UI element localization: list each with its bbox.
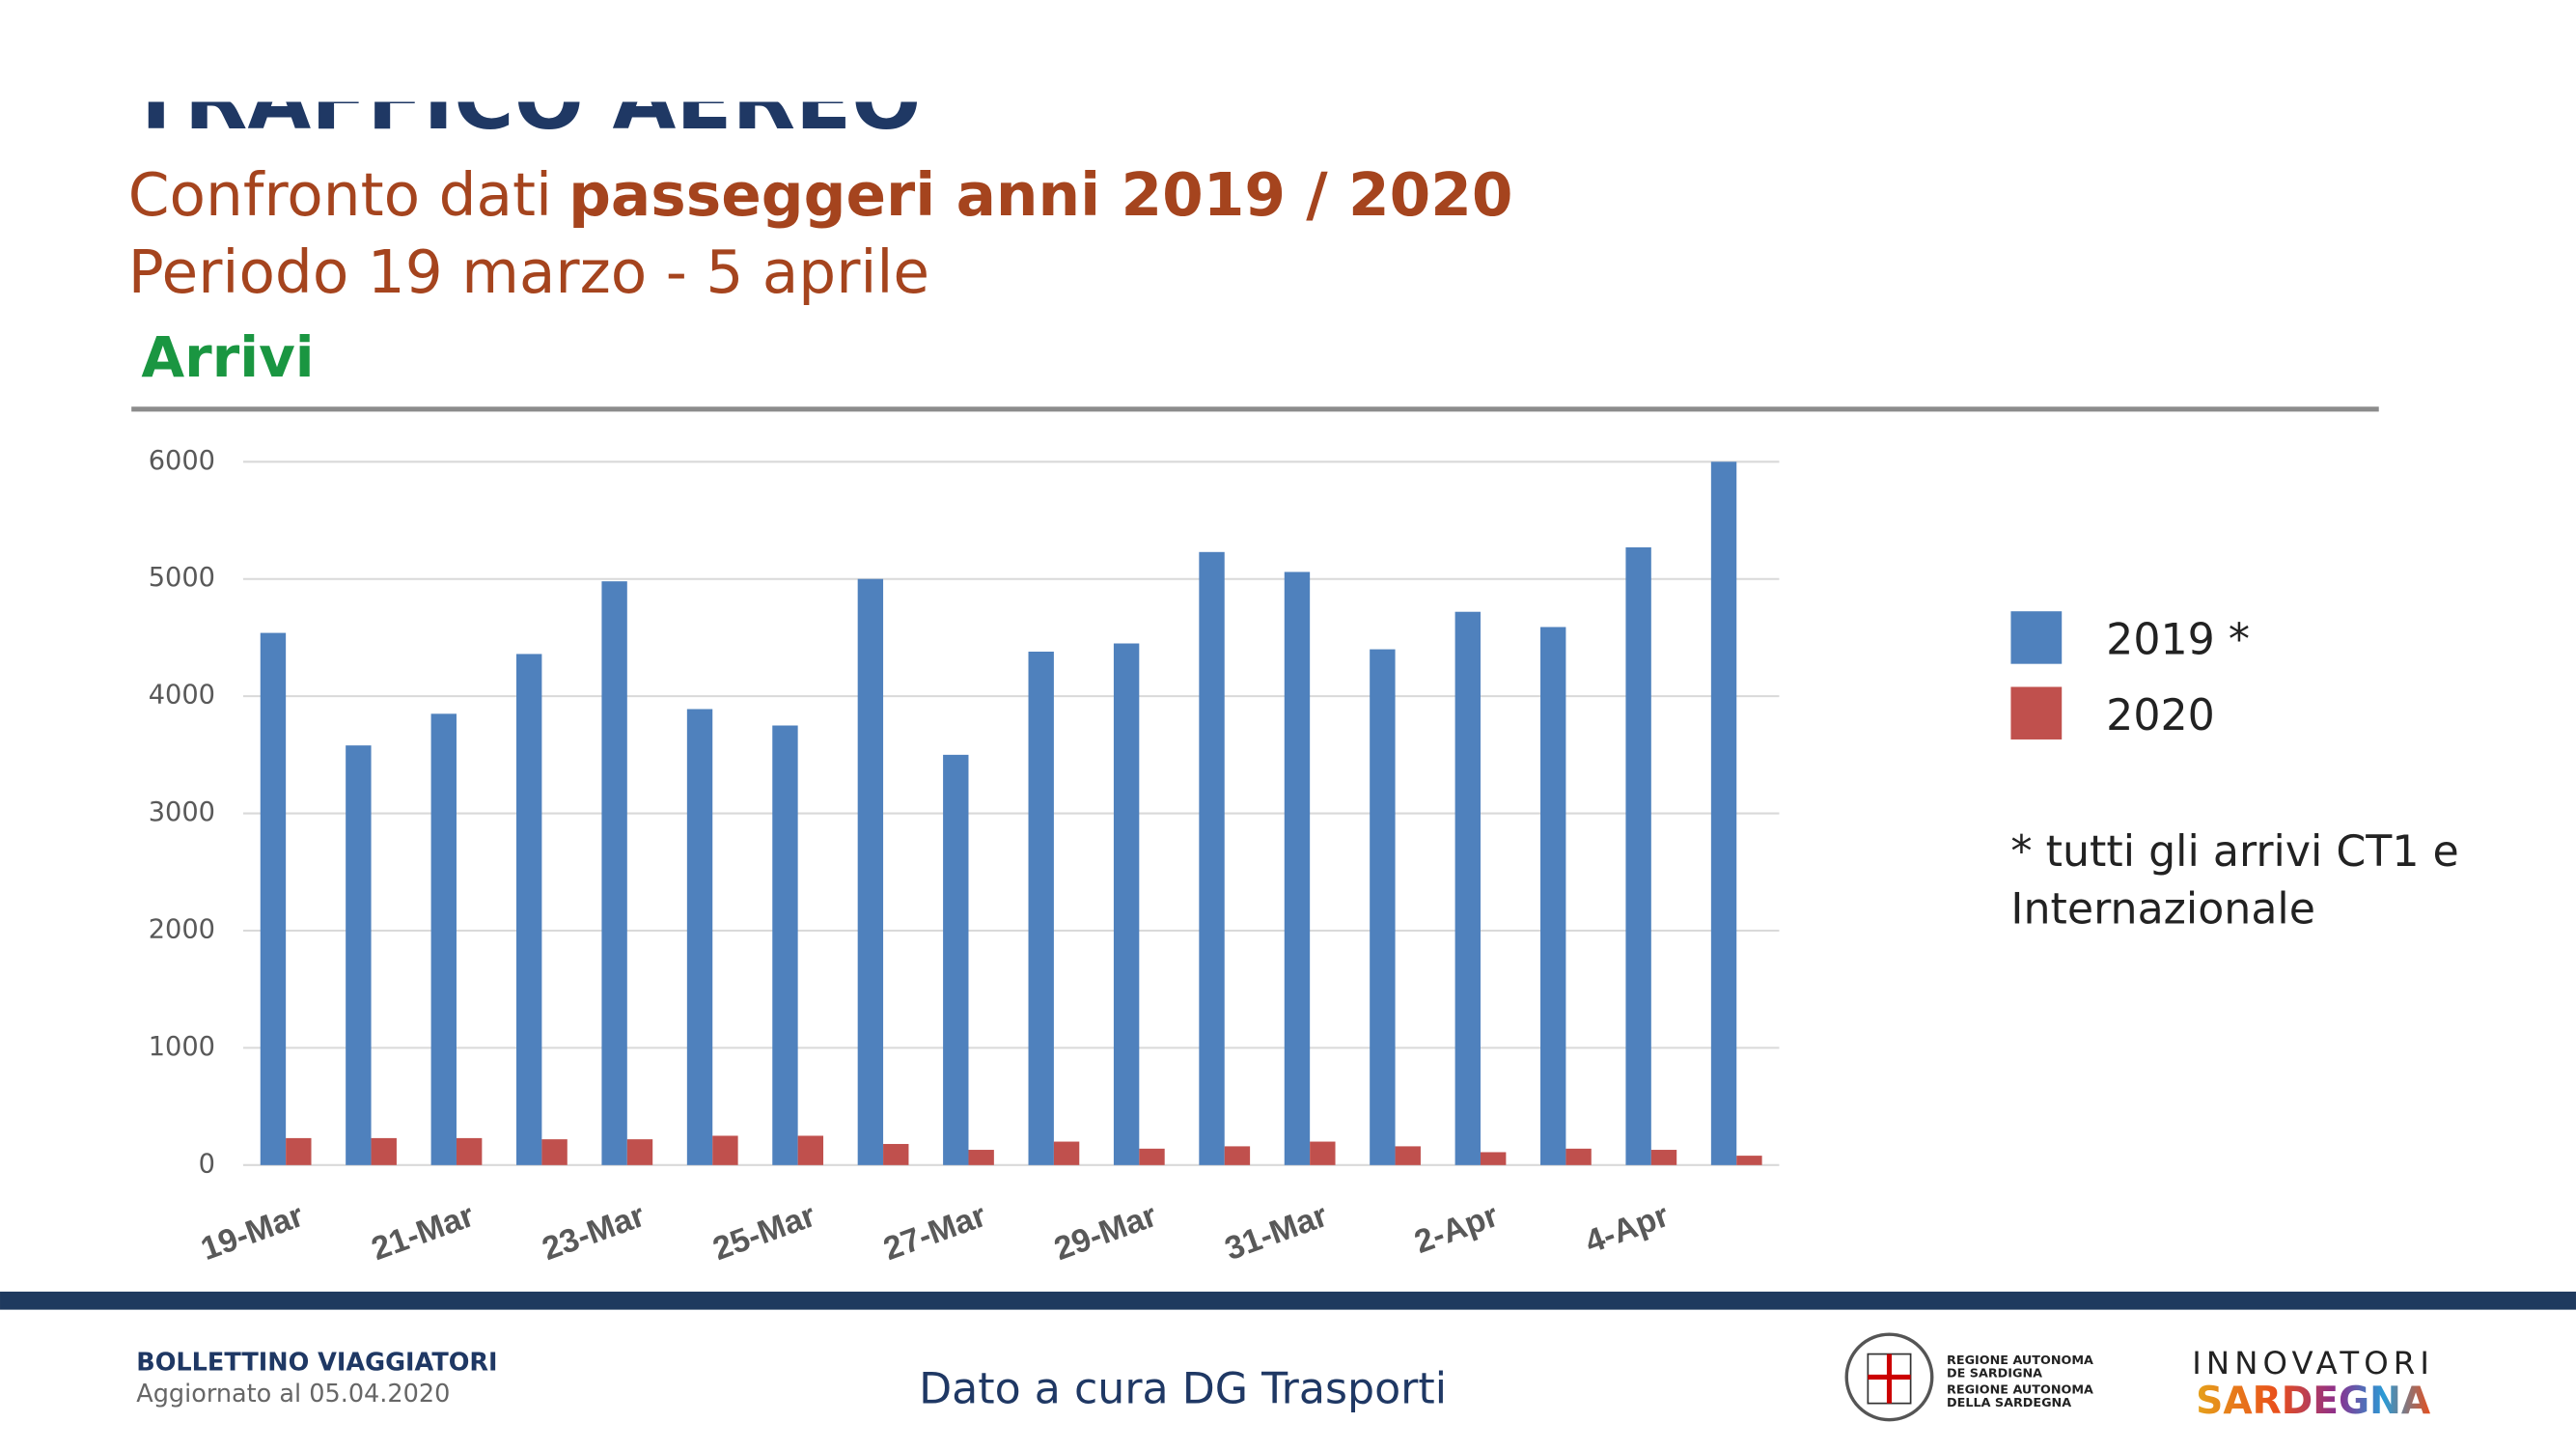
bar: [857, 578, 884, 1165]
bulletin: BOLLETTINO VIAGGIATORI: [136, 1349, 497, 1378]
bar: [1224, 1146, 1251, 1165]
period: Periodo 19 marzo - 5 aprile: [128, 238, 929, 307]
y-tick-label: 0: [199, 1149, 215, 1179]
bar: [260, 632, 287, 1165]
bar: [1199, 551, 1225, 1165]
bar: [1139, 1148, 1165, 1165]
bar: [601, 581, 627, 1165]
note: Internazionale: [2010, 885, 2315, 935]
bar: [541, 1139, 568, 1165]
brand-top: INNOVATORI: [2192, 1345, 2434, 1381]
legend-swatch: [2010, 611, 2063, 664]
bar: [1736, 1156, 1762, 1165]
legend-label: 2020: [2106, 691, 2215, 740]
x-tick-label: 23-Mar: [538, 1197, 650, 1268]
bar: [456, 1137, 483, 1165]
bar: [968, 1150, 994, 1165]
x-tick-label: 21-Mar: [367, 1197, 479, 1268]
y-tick-label: 6000: [149, 446, 215, 476]
x-tick-label: 25-Mar: [708, 1197, 820, 1268]
subtitle: Confronto dati passeggeri anni 2019 / 202…: [128, 161, 1513, 230]
subtitle-plain: Confronto dati: [128, 161, 552, 230]
y-tick-label: 1000: [149, 1032, 215, 1062]
bar: [626, 1139, 653, 1165]
footer-band: [0, 1291, 2576, 1310]
brand-bottom: SARDEGNA: [2196, 1380, 2431, 1423]
bar: [1310, 1141, 1336, 1165]
x-tick-label: 19-Mar: [196, 1197, 308, 1268]
section-title: Arrivi: [141, 324, 314, 390]
logo-text: DELLA SARDEGNA: [1947, 1396, 2071, 1410]
bar: [430, 713, 457, 1165]
bar: [1053, 1141, 1080, 1165]
subtitle-bold: passeggeri anni 2019 / 2020: [568, 161, 1512, 230]
x-tick-label: 29-Mar: [1049, 1197, 1161, 1268]
header-title: TRAFFICO AEREO: [128, 53, 922, 149]
legend-swatch: [2010, 686, 2063, 739]
bar: [1480, 1152, 1507, 1165]
x-tick-label: 4-Apr: [1580, 1197, 1674, 1261]
x-tick-label: 2-Apr: [1410, 1197, 1504, 1261]
bar: [1540, 627, 1566, 1165]
bar: [686, 709, 713, 1165]
y-tick-label: 3000: [149, 797, 215, 827]
bar: [772, 725, 798, 1165]
bar: [1284, 572, 1311, 1165]
bar: [1454, 611, 1481, 1165]
y-tick-label: 2000: [149, 914, 215, 944]
logo-text: REGIONE AUTONOMA: [1947, 1382, 2093, 1397]
bar: [1370, 649, 1396, 1165]
updated: Aggiornato al 05.04.2020: [136, 1380, 450, 1409]
bar: [1710, 461, 1737, 1165]
bar: [712, 1135, 738, 1165]
bar: [943, 754, 969, 1165]
bar: [1395, 1146, 1421, 1165]
x-tick-label: 27-Mar: [879, 1197, 991, 1268]
legend-label: 2019 *: [2106, 615, 2250, 664]
bar: [1565, 1148, 1592, 1165]
region-logo: REGIONE AUTONOMA DE SARDIGNA REGIONE AUT…: [1844, 1332, 2093, 1422]
bar: [286, 1137, 312, 1165]
x-tick-label: 31-Mar: [1220, 1197, 1332, 1268]
bar: [1650, 1150, 1677, 1165]
bar: [1113, 643, 1140, 1165]
y-tick-label: 5000: [149, 563, 215, 593]
bar: [1625, 546, 1651, 1165]
bar: [1028, 652, 1054, 1165]
y-tick-label: 4000: [149, 681, 215, 711]
logo-text: DE SARDIGNA: [1947, 1366, 2042, 1381]
note: * tutti gli arrivi CT1 e: [2010, 827, 2458, 877]
logo-text: REGIONE AUTONOMA: [1947, 1353, 2093, 1368]
bar: [883, 1143, 909, 1165]
credit: Dato a cura DG Trasporti: [919, 1365, 1447, 1414]
bar: [797, 1135, 824, 1165]
bar: [346, 745, 372, 1165]
bar: [516, 654, 542, 1165]
bar: [371, 1137, 397, 1165]
